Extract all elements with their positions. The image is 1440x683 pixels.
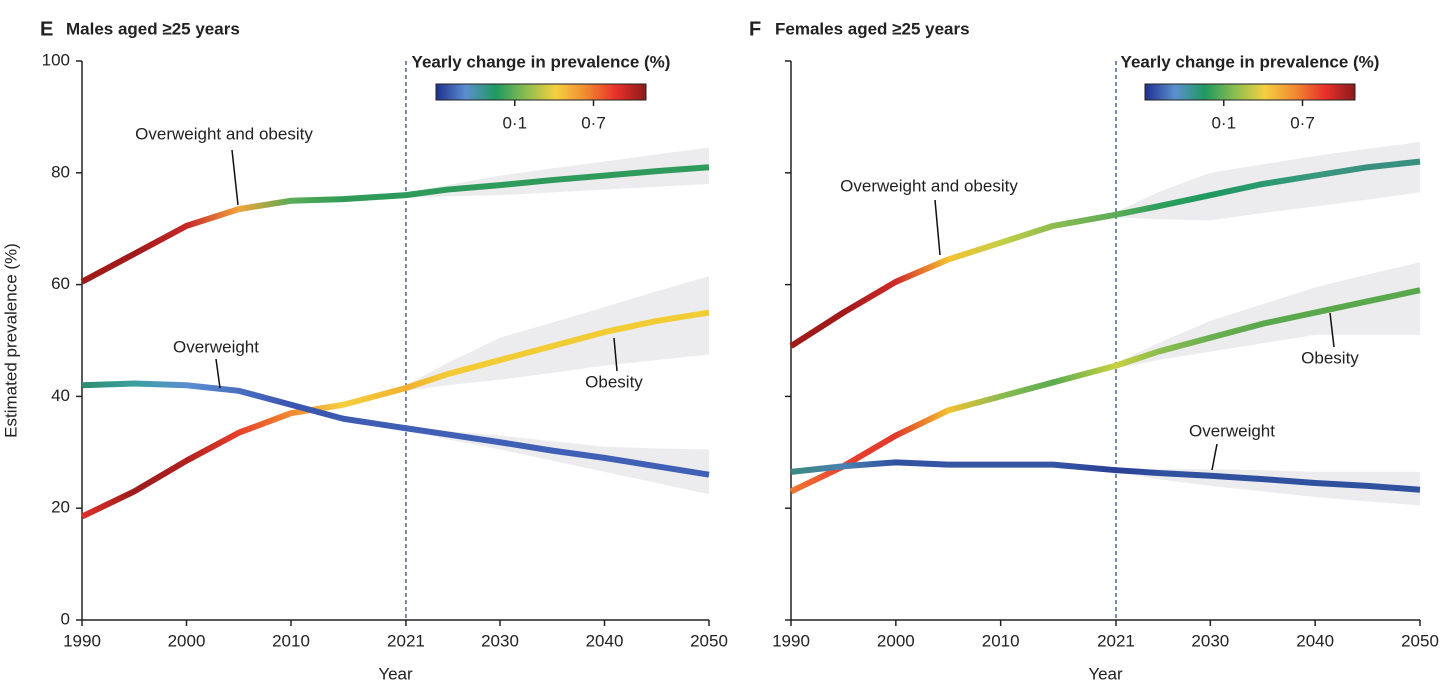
y-tick-label: 100 bbox=[42, 50, 70, 69]
x-tick-label: 2030 bbox=[481, 631, 519, 650]
series-line bbox=[81, 380, 710, 478]
x-tick-label: 2000 bbox=[168, 631, 206, 650]
y-tick-label: 20 bbox=[51, 498, 70, 517]
x-axis-label: Year bbox=[378, 664, 413, 683]
label-leader bbox=[934, 199, 941, 256]
colorbar-tick-label: 0·7 bbox=[1290, 113, 1315, 132]
series-label: Obesity bbox=[1301, 348, 1359, 367]
x-tick-label: 2040 bbox=[1296, 631, 1334, 650]
series-label: Overweight bbox=[173, 337, 259, 356]
label-leader bbox=[231, 149, 239, 206]
y-tick-label: 80 bbox=[51, 162, 70, 181]
series-label: Overweight bbox=[1189, 421, 1275, 440]
y-axis-label: Estimated prevalence (%) bbox=[1, 243, 20, 438]
x-tick-label: 2010 bbox=[272, 631, 310, 650]
x-axis-label: Year bbox=[1088, 664, 1123, 683]
label-leader bbox=[1211, 443, 1218, 471]
y-tick-label: 60 bbox=[51, 274, 70, 293]
x-tick-label: 2050 bbox=[1401, 631, 1439, 650]
series-label: Overweight and obesity bbox=[135, 124, 313, 143]
x-tick-label: 2010 bbox=[982, 631, 1020, 650]
panel-title: Males aged ≥25 years bbox=[66, 19, 240, 38]
x-tick-label: 1990 bbox=[63, 631, 101, 650]
colorbar-title: Yearly change in prevalence (%) bbox=[1121, 52, 1380, 71]
x-tick-label: 2050 bbox=[690, 631, 728, 650]
panel-label: F bbox=[749, 18, 761, 40]
uncertainty-band bbox=[1115, 469, 1420, 506]
x-tick-label: 2021 bbox=[1097, 631, 1135, 650]
series-label: Obesity bbox=[585, 372, 643, 391]
series-line bbox=[789, 158, 1421, 349]
y-tick-label: 40 bbox=[51, 386, 70, 405]
x-tick-label: 2021 bbox=[387, 631, 425, 650]
uncertainty-band bbox=[405, 426, 709, 495]
y-tick-label: 0 bbox=[61, 609, 70, 628]
series-line bbox=[80, 164, 710, 285]
label-leader bbox=[215, 358, 221, 389]
label-leader bbox=[613, 337, 618, 372]
x-tick-label: 2030 bbox=[1191, 631, 1229, 650]
panel-label: E bbox=[40, 18, 53, 40]
colorbar-tick-label: 0·1 bbox=[1211, 113, 1236, 132]
label-leader bbox=[1329, 312, 1335, 348]
series-line bbox=[789, 287, 1421, 495]
series-label: Overweight and obesity bbox=[840, 176, 1018, 195]
colorbar-title: Yearly change in prevalence (%) bbox=[412, 52, 671, 71]
colorbar-tick-label: 0·1 bbox=[502, 113, 527, 132]
colorbar bbox=[435, 83, 647, 101]
panel-title: Females aged ≥25 years bbox=[775, 19, 970, 38]
colorbar bbox=[1144, 83, 1356, 101]
series-line bbox=[790, 459, 1421, 493]
x-tick-label: 2040 bbox=[586, 631, 624, 650]
colorbar-tick-label: 0·7 bbox=[581, 113, 606, 132]
x-tick-label: 2000 bbox=[877, 631, 915, 650]
series-line bbox=[80, 309, 710, 520]
x-tick-label: 1990 bbox=[772, 631, 810, 650]
